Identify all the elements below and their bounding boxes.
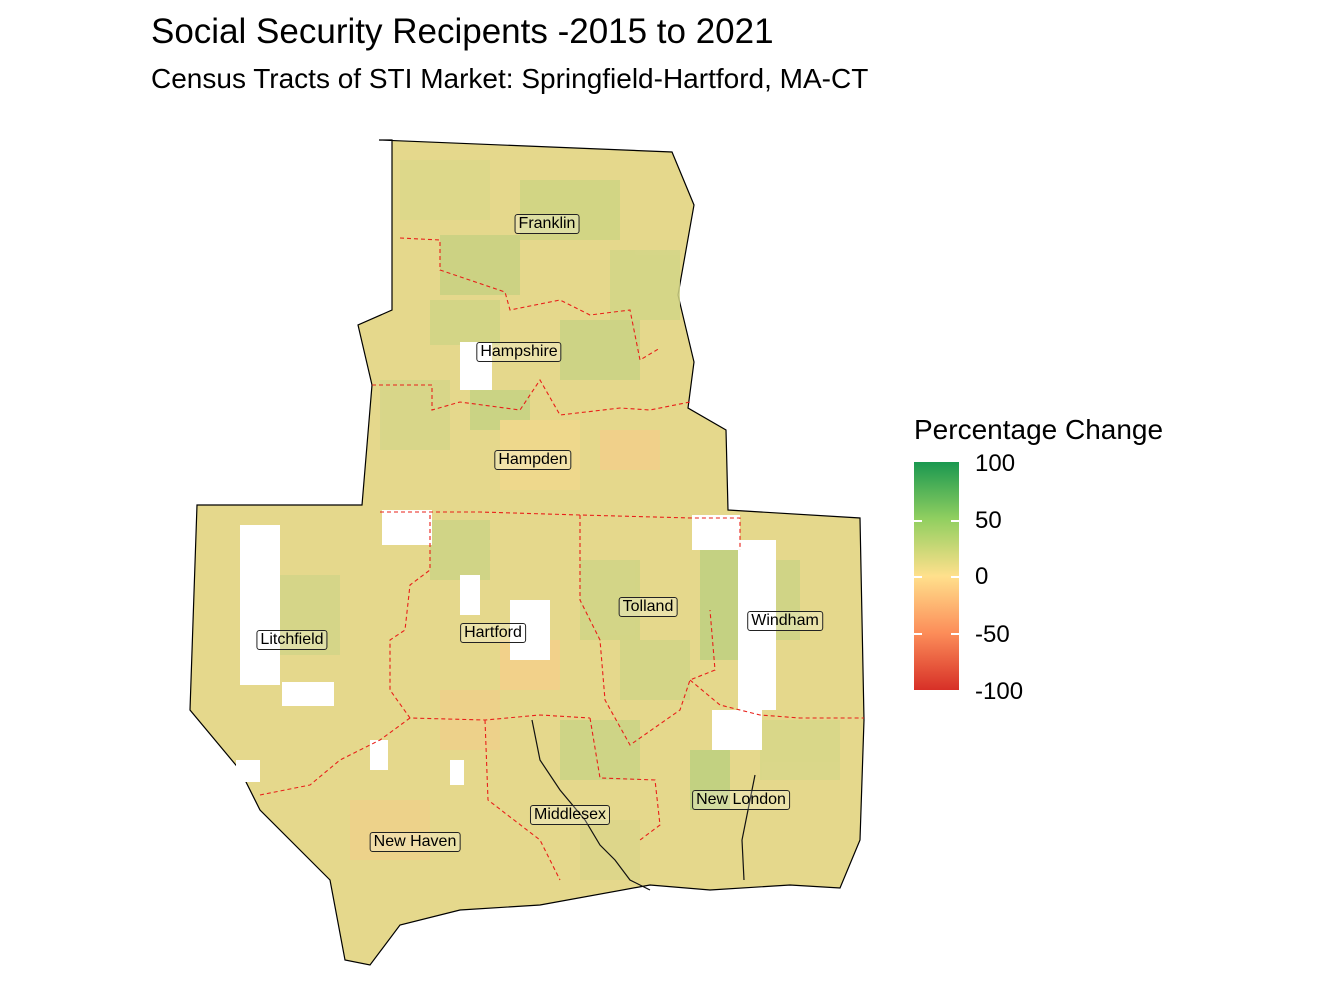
county-label-new-haven: New Haven <box>369 832 461 852</box>
county-label-windham: Windham <box>747 611 823 631</box>
legend-tickmark <box>951 576 959 578</box>
legend-tickmark <box>914 520 922 522</box>
no-data-areas <box>236 342 776 785</box>
legend-tickmark <box>914 633 922 635</box>
legend-tickmark <box>914 576 922 578</box>
county-label-hampshire: Hampshire <box>476 342 562 362</box>
county-label-new-london: New London <box>692 790 790 810</box>
legend-tick-0: 0 <box>975 563 989 590</box>
county-label-hartford: Hartford <box>460 623 526 643</box>
legend-tick-50: 50 <box>975 507 1002 534</box>
tract-patches <box>280 160 840 880</box>
county-boundaries <box>259 237 864 881</box>
river-line <box>531 719 651 891</box>
legend-tickmark <box>951 633 959 635</box>
map-subtitle: Census Tracts of STI Market: Springfield… <box>151 63 869 94</box>
county-label-franklin: Franklin <box>514 214 580 234</box>
county-label-middlesex: Middlesex <box>529 805 611 825</box>
map-title: Social Security Recipents -2015 to 2021 <box>151 12 774 51</box>
county-label-litchfield: Litchfield <box>256 630 328 650</box>
river-line-east <box>741 774 756 881</box>
legend-tickmark <box>951 520 959 522</box>
legend-tick-100: 100 <box>975 450 1016 477</box>
county-label-hampden: Hampden <box>494 450 572 470</box>
legend-tick-minus-50: -50 <box>975 621 1010 648</box>
legend-tick-minus-100: -100 <box>975 678 1024 705</box>
legend-title: Percentage Change <box>914 414 1164 445</box>
county-label-tolland: Tolland <box>618 597 678 617</box>
